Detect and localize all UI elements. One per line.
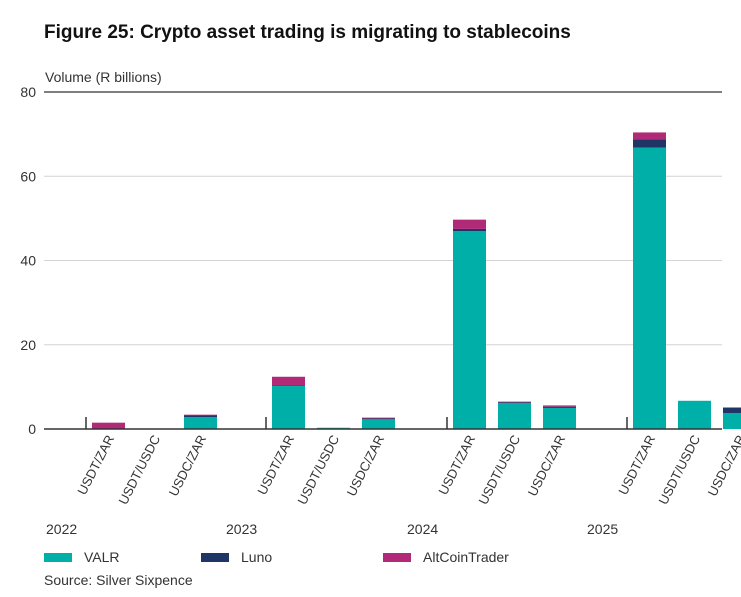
x-tick-label-2024-usdt-usdc: USDT/USDC xyxy=(475,433,523,507)
y-tick-label-80: 80 xyxy=(20,84,36,100)
x-tick-label-2023-usdt-usdc: USDT/USDC xyxy=(294,433,342,507)
chart-title: Figure 25: Crypto asset trading is migra… xyxy=(44,22,571,43)
bar-2024-usdc-zar-valr xyxy=(543,407,576,429)
y-axis-label: Volume (R billions) xyxy=(45,69,162,85)
bar-2025-usdt-zar-altcointrader xyxy=(633,132,666,140)
bar-2024-usdc-zar-luno xyxy=(543,406,576,408)
bar-2024-usdt-usdc-valr xyxy=(498,402,531,429)
x-tick-label-2025-usdt-usdc: USDT/USDC xyxy=(655,433,703,507)
source-note: Source: Silver Sixpence xyxy=(44,572,193,588)
year-label-2025: 2025 xyxy=(587,521,618,537)
x-tick-label-2025-usdc-zar: USDC/ZAR xyxy=(705,433,741,499)
bar-2022-usdc-zar-luno xyxy=(184,415,217,418)
x-tick-label-2022-usdt-usdc: USDT/USDC xyxy=(115,433,163,507)
legend-label-altcointrader: AltCoinTrader xyxy=(423,549,509,565)
y-tick-label-20: 20 xyxy=(20,337,36,353)
bar-2022-usdc-zar-altcointrader xyxy=(184,414,217,416)
x-tick-label-2025-usdt-zar: USDT/ZAR xyxy=(615,433,658,498)
x-tick-label-2022-usdt-zar: USDT/ZAR xyxy=(74,433,117,498)
gridlines xyxy=(44,91,722,346)
y-tick-label-60: 60 xyxy=(20,168,36,184)
bar-2025-usdc-zar-luno xyxy=(723,407,741,413)
y-tick-label-0: 0 xyxy=(28,421,36,437)
legend-swatch-altcointrader xyxy=(383,552,411,562)
bar-2022-usdc-zar-valr xyxy=(184,417,217,429)
x-tick-label-2023-usdc-zar: USDC/ZAR xyxy=(344,433,388,499)
bar-2022-usdt-zar-altcointrader xyxy=(92,422,125,429)
x-tick-label-2024-usdt-zar: USDT/ZAR xyxy=(435,433,478,498)
bar-2025-usdt-zar-valr xyxy=(633,147,666,430)
bar-2025-usdt-zar-luno xyxy=(633,139,666,148)
bar-2024-usdt-zar-altcointrader xyxy=(453,219,486,229)
legend-item-altcointrader: AltCoinTrader xyxy=(383,549,509,565)
legend-swatch-luno xyxy=(201,552,229,562)
bar-2024-usdc-zar-altcointrader xyxy=(543,405,576,407)
year-label-2023: 2023 xyxy=(226,521,257,537)
year-label-2022: 2022 xyxy=(46,521,77,537)
bar-2023-usdt-zar-luno xyxy=(272,385,305,387)
bar-2023-usdt-zar-valr xyxy=(272,386,305,429)
y-tick-label-40: 40 xyxy=(20,253,36,269)
bar-2023-usdc-zar-luno xyxy=(362,418,395,420)
bars xyxy=(92,132,741,430)
bar-2023-usdc-zar-valr xyxy=(362,419,395,429)
bar-2025-usdt-usdc-valr xyxy=(678,400,711,429)
legend-item-valr: VALR xyxy=(44,549,120,565)
x-tick-label-2023-usdt-zar: USDT/ZAR xyxy=(254,433,297,498)
bar-2024-usdt-usdc-luno xyxy=(498,402,531,403)
bar-2024-usdt-zar-valr xyxy=(453,231,486,429)
bar-2024-usdt-zar-luno xyxy=(453,228,486,232)
legend-item-luno: Luno xyxy=(201,549,272,565)
legend-label-luno: Luno xyxy=(241,549,273,565)
axes xyxy=(44,417,722,430)
x-tick-label-2024-usdc-zar: USDC/ZAR xyxy=(525,433,569,499)
legend-swatch-valr xyxy=(44,552,72,562)
bar-2023-usdt-zar-altcointrader xyxy=(272,376,305,386)
chart-svg: Volume (R billions) 020406080USDT/ZARUSD… xyxy=(20,69,741,537)
bar-2023-usdc-zar-altcointrader xyxy=(362,417,395,419)
x-tick-label-2022-usdc-zar: USDC/ZAR xyxy=(166,433,210,499)
legend-label-valr: VALR xyxy=(84,549,120,565)
year-label-2024: 2024 xyxy=(407,521,438,537)
bar-2024-usdt-usdc-altcointrader xyxy=(498,401,531,403)
bar-2025-usdc-zar-valr xyxy=(723,412,741,429)
